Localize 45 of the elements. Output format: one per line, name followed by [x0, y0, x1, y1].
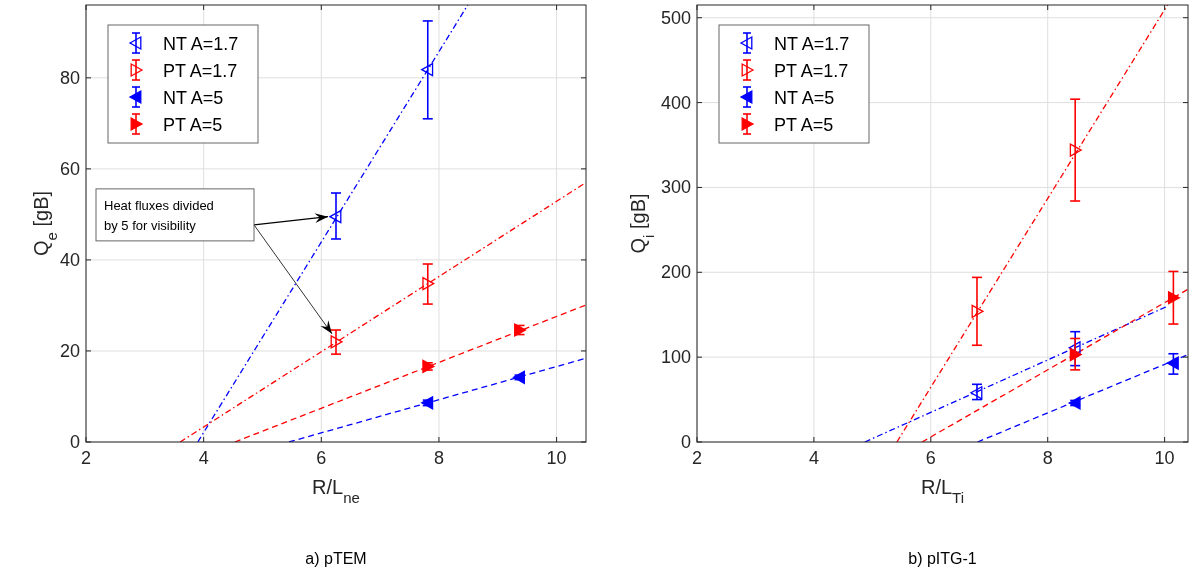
point	[329, 210, 342, 224]
point	[971, 304, 984, 318]
y-tick-label: 0	[69, 432, 80, 452]
x-tick-label: 10	[546, 448, 567, 468]
y-tick-label: 20	[59, 340, 80, 361]
y-tick-label: 100	[660, 347, 691, 368]
legend-label: PT A=1.7	[163, 61, 238, 81]
x-tick-label: 6	[925, 448, 936, 468]
x-tick-label: 10	[1154, 448, 1175, 468]
x-tick-label: 2	[691, 448, 703, 468]
point	[1068, 341, 1081, 355]
y-tick-label: 200	[660, 262, 691, 283]
point	[1166, 356, 1179, 370]
text: a) pTEM	[305, 550, 367, 567]
y-tick-label: 0	[680, 432, 691, 452]
y-tick-label: 400	[660, 92, 691, 113]
point	[512, 370, 525, 385]
y-tick-label: 300	[660, 177, 691, 198]
point	[1069, 143, 1082, 157]
legend-label: NT A=1.7	[774, 34, 850, 54]
point	[1069, 347, 1082, 362]
text: b) pITG-1	[908, 550, 977, 567]
x-tick-label: 6	[316, 448, 327, 468]
point	[1167, 291, 1181, 305]
legend-label: NT A=5	[163, 88, 224, 108]
legend-label: PT A=5	[774, 115, 834, 135]
y-tick-label: 500	[660, 7, 691, 28]
legend-label: PT A=1.7	[774, 61, 849, 81]
legend-label: NT A=1.7	[163, 34, 239, 54]
y-tick-label: 80	[59, 67, 80, 88]
x-axis-title: R/L$_{Ti}$	[920, 476, 965, 506]
x-axis-title: R/L$_{ne}$	[312, 476, 360, 506]
point	[330, 335, 343, 349]
annotation: Heat fluxes divided by 5 for visibility	[104, 197, 214, 233]
point	[421, 62, 434, 77]
x-tick-label: 8	[433, 448, 444, 468]
x-tick-label: 4	[808, 448, 819, 468]
y-tick-label: 60	[59, 158, 80, 179]
x-tick-label: 2	[80, 448, 92, 468]
x-tick-label: 8	[1042, 448, 1053, 468]
x-tick-label: 4	[198, 448, 209, 468]
y-tick-label: 40	[59, 249, 80, 270]
legend-label: PT A=5	[163, 115, 223, 135]
legend-label: NT A=5	[774, 88, 835, 108]
point	[422, 276, 435, 291]
